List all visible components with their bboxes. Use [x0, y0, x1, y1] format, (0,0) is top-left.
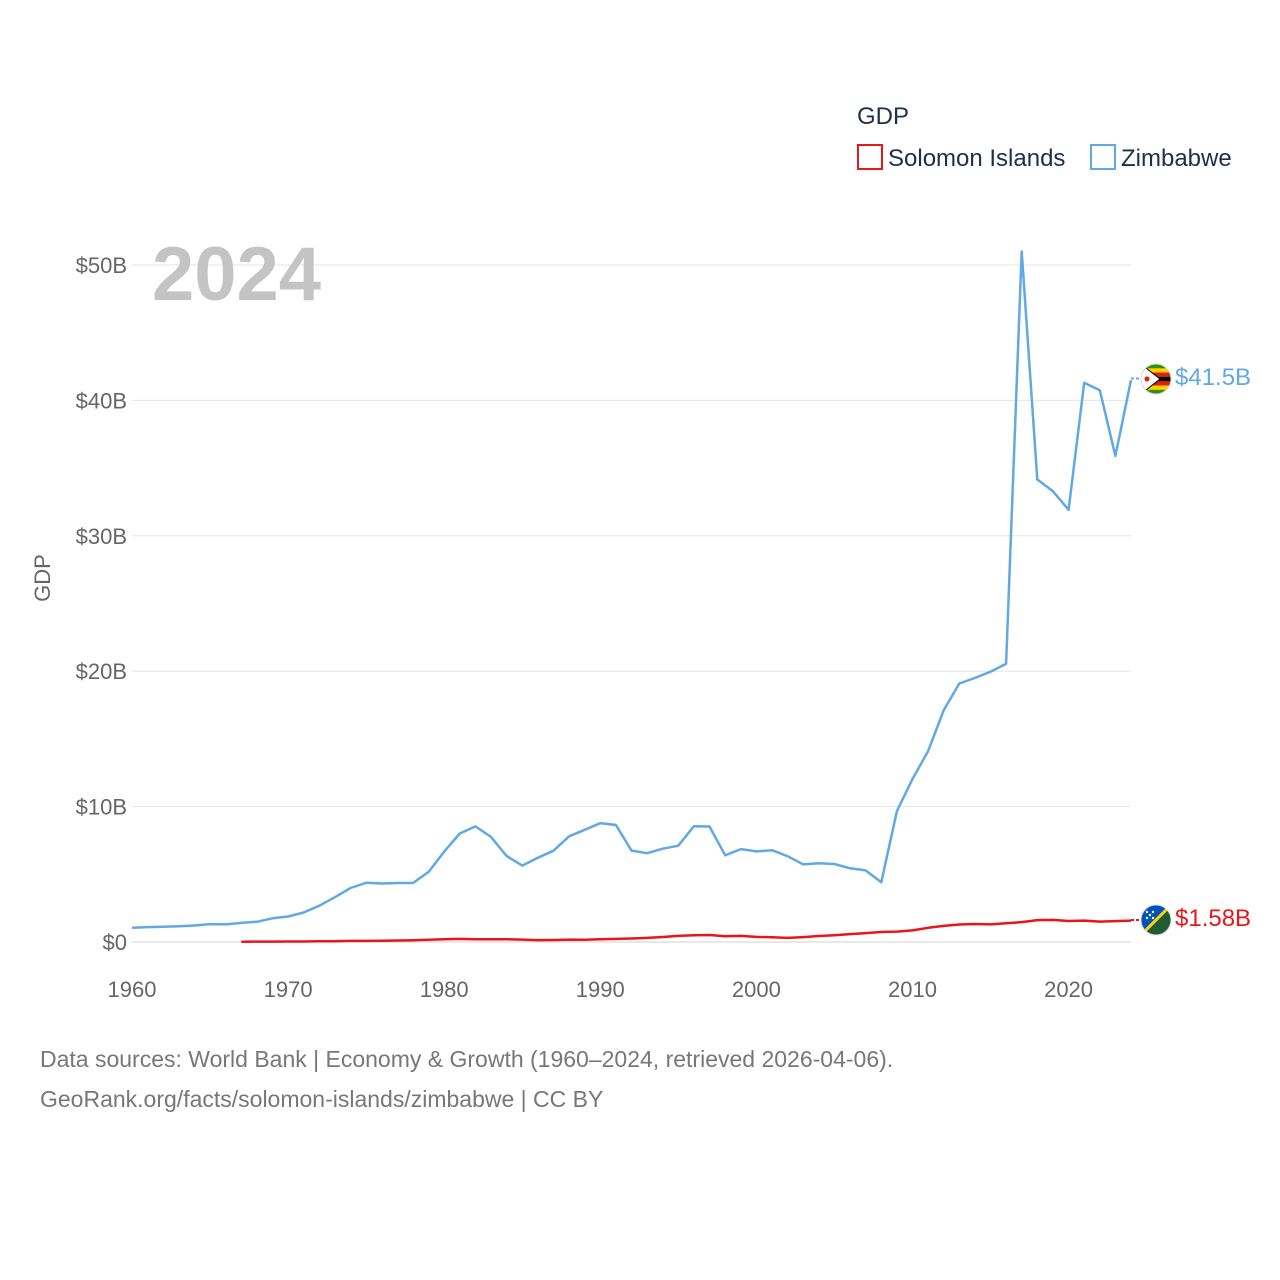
- y-tick-label: $0: [103, 930, 127, 955]
- x-tick-label: 1990: [576, 977, 625, 1002]
- legend-title: GDP: [857, 103, 909, 130]
- series-line-zimbabwe[interactable]: [131, 250, 1133, 930]
- year-label: 2024: [152, 232, 321, 317]
- y-tick-label: $40B: [76, 388, 127, 413]
- footer-sources: Data sources: World Bank | Economy & Gro…: [40, 1046, 894, 1072]
- series-line-solomon-islands[interactable]: [241, 918, 1132, 943]
- gridlines: [132, 264, 1131, 943]
- solomon-flag-ring: [1140, 904, 1172, 936]
- y-axis-ticks: $0 $10B $20B $30B $40B $50B: [76, 253, 127, 955]
- x-tick-label: 2010: [888, 977, 937, 1002]
- x-axis-ticks: 1960 1970 1980 1990 2000 2010 2020: [108, 977, 1094, 1002]
- end-label-zimbabwe: $41.5B: [1175, 364, 1251, 391]
- x-tick-label: 2020: [1044, 977, 1093, 1002]
- y-tick-label: $10B: [76, 795, 127, 820]
- legend-swatch-zimbabwe[interactable]: [1090, 144, 1116, 170]
- end-label-solomon-islands: $1.58B: [1175, 905, 1251, 932]
- x-tick-label: 1980: [420, 977, 469, 1002]
- footer-attribution: GeoRank.org/facts/solomon-islands/zimbab…: [40, 1086, 604, 1112]
- legend-label-zimbabwe[interactable]: Zimbabwe: [1121, 145, 1232, 172]
- y-tick-label: $30B: [76, 524, 127, 549]
- y-axis-title: GDP: [30, 554, 55, 602]
- legend-swatch-solomon-islands[interactable]: [857, 144, 883, 170]
- legend-label-solomon-islands[interactable]: Solomon Islands: [888, 145, 1065, 172]
- x-tick-label: 2000: [732, 977, 781, 1002]
- y-tick-label: $20B: [76, 659, 127, 684]
- zimbabwe-flag-icon: [1141, 364, 1171, 394]
- x-tick-label: 1960: [108, 977, 157, 1002]
- zimbabwe-flag-ring: [1140, 363, 1172, 395]
- y-tick-label: $50B: [76, 253, 127, 278]
- solomon-islands-flag-icon: [1141, 905, 1171, 935]
- x-tick-label: 1970: [264, 977, 313, 1002]
